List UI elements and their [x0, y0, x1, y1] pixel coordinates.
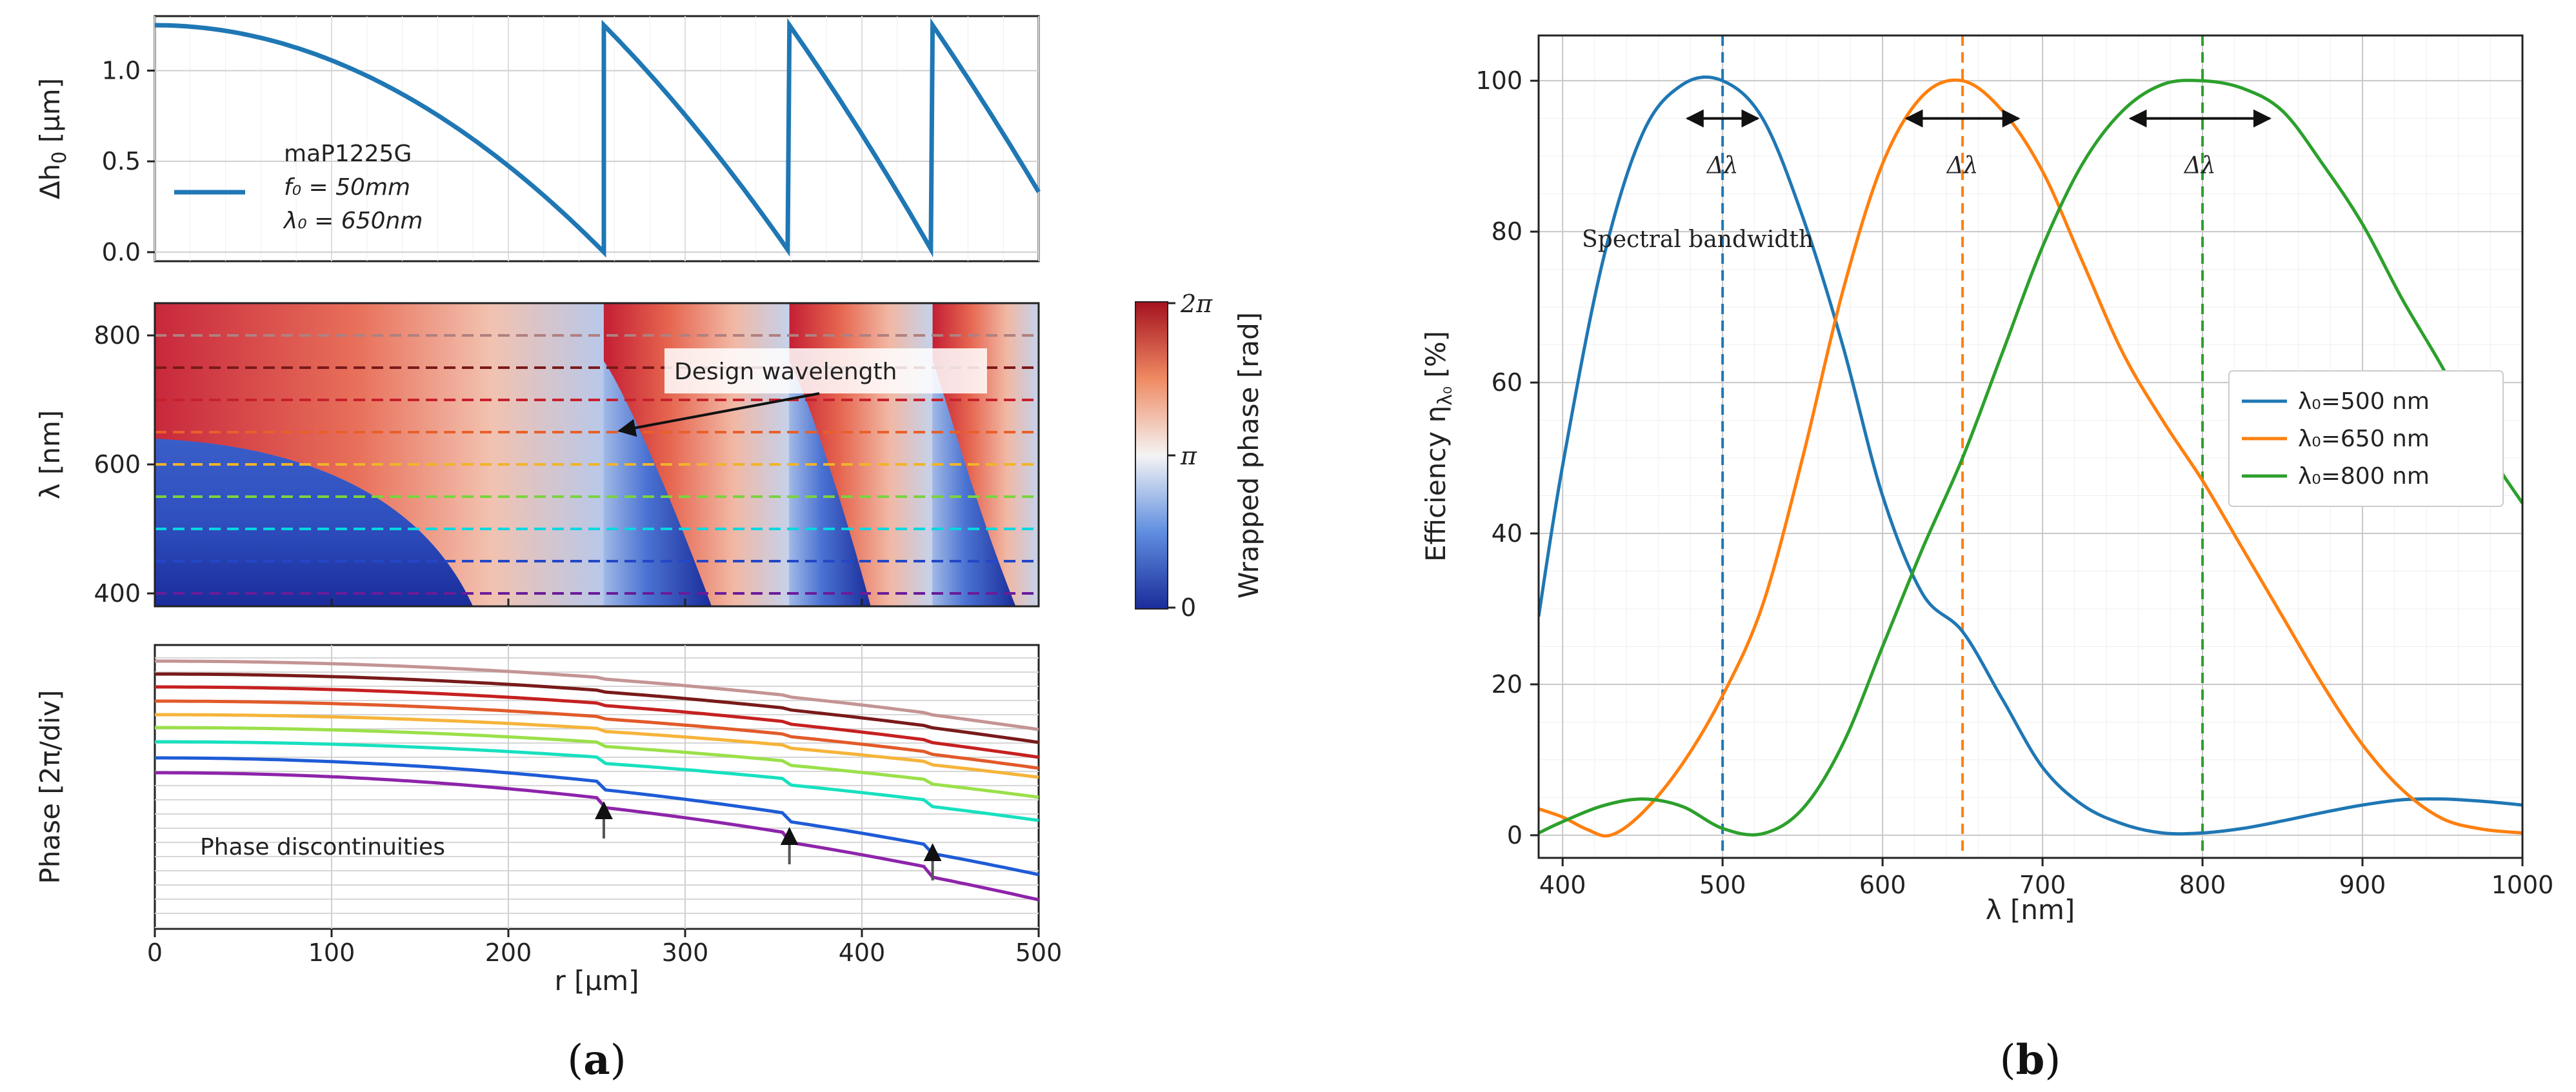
annotation-arrow	[617, 392, 820, 437]
x-tick-label: 900	[2339, 871, 2386, 899]
plot-frame	[154, 302, 1040, 608]
x-tick-label: 300	[662, 938, 709, 967]
phase-line-500-nm	[155, 740, 1039, 822]
x-tick-label: 1000	[2491, 871, 2554, 899]
phase-line-650-nm	[155, 699, 1039, 770]
mid-ylabel: λ [nm]	[34, 410, 66, 500]
phase-line-600-nm	[155, 713, 1039, 779]
bottom-xlabel: r [µm]	[554, 965, 639, 997]
delta-lambda-label: Δλ	[1946, 153, 1979, 179]
panel-a-label: (a)	[567, 1036, 626, 1084]
x-tick-label: 500	[1015, 938, 1063, 967]
phase-curves	[155, 659, 1039, 902]
efficiency-line-0800	[1539, 79, 2522, 837]
panel-a-height-plot: 0.0 0.5 1.0 Δh0 [µm] maP1225G f₀ = 50mm λ₀…	[34, 15, 1041, 266]
panel-b-label: (b)	[2000, 1036, 2061, 1084]
phase-line-450-nm	[155, 756, 1039, 877]
legend-650: λ₀=650 nm	[2298, 426, 2430, 452]
colorbar-tick-2pi: 2π	[1180, 290, 1213, 318]
colorbar	[1135, 301, 1168, 610]
x-tick-label: 400	[839, 938, 886, 967]
bandwidth-arrows: Δλ Δλ Δλ	[1685, 109, 2272, 179]
design-wavelength-annotation: Design wavelength	[674, 359, 897, 385]
phase-discontinuities-annotation: Phase discontinuities	[200, 834, 445, 860]
design-wavelength-lines	[1721, 35, 2204, 858]
legend: λ₀=500 nm λ₀=650 nm λ₀=800 nm	[2228, 370, 2504, 507]
plot-frame	[154, 15, 1040, 263]
delta-lambda-label: Δλ	[2183, 153, 2216, 179]
legend-500: λ₀=500 nm	[2298, 388, 2430, 415]
x-ticks: 0 100 200 300 400 500	[147, 929, 1062, 967]
b-ylabel: Efficiency ηλ₀ [%]	[1420, 331, 1457, 562]
y-tick-label: 1.0	[102, 56, 141, 84]
delta-lambda-label: Δλ	[1706, 153, 1739, 179]
y-tick-label: 0.5	[102, 147, 141, 175]
phase-line-700-nm	[155, 685, 1039, 759]
y-tick-label: 60	[1492, 368, 1523, 397]
y-tick-label: 600	[94, 450, 141, 479]
y-tick-label: 20	[1492, 670, 1523, 699]
colorbar-tick-0: 0	[1181, 593, 1196, 622]
legend-wavelength: λ₀ = 650nm	[283, 208, 423, 234]
phase-line-550-nm	[155, 726, 1039, 799]
x-tick-label: 700	[2019, 871, 2066, 899]
bottom-ylabel: Phase [2π/div]	[34, 690, 66, 884]
top-ylabel: Δh0 [µm]	[34, 78, 71, 199]
y-tick-label: 0.0	[102, 238, 141, 266]
legend-box	[2228, 370, 2504, 507]
panel-a-phase-lines: Phase [2π/div] Phase discontinuities 0 10…	[34, 644, 1062, 997]
phase-zone-red	[155, 303, 604, 606]
y-tick-label: 40	[1492, 519, 1523, 548]
y-ticks: 0.0 0.5 1.0	[102, 56, 155, 266]
x-tick-label: 100	[308, 938, 355, 967]
colorbar-label: Wrapped phase [rad]	[1233, 312, 1264, 599]
y-tick-label: 400	[94, 579, 141, 608]
x-tick-label: 0	[147, 938, 163, 967]
plot-frame	[154, 644, 1040, 930]
phase-line-400-nm	[155, 771, 1039, 902]
spectral-bandwidth-annotation: Spectral bandwidth	[1582, 226, 1813, 253]
phase-zone-blue	[155, 439, 474, 606]
legend-material: maP1225G	[284, 141, 412, 167]
x-tick-label: 200	[485, 938, 532, 967]
discontinuity-arrows	[594, 801, 942, 880]
y-tick-label: 0	[1507, 821, 1523, 849]
y-tick-label: 800	[94, 321, 141, 350]
x-tick-label: 600	[1859, 871, 1906, 899]
height-profile-line	[155, 17, 1041, 258]
plot-frame	[1537, 34, 2524, 859]
grid	[154, 16, 1039, 261]
y-ticks: 400 600 800	[94, 321, 863, 608]
y-tick-label: 80	[1492, 217, 1523, 246]
y-tick-label: 100	[1475, 66, 1523, 95]
colorbar-tick-pi: π	[1180, 442, 1197, 470]
x-tick-label: 800	[2179, 871, 2226, 899]
axis-ticks: 400 500 600 700 800 900 1000 0 20 40 60 80 100	[1475, 66, 2553, 899]
legend: maP1225G f₀ = 50mm λ₀ = 650nm	[174, 141, 423, 234]
legend-focal: f₀ = 50mm	[284, 174, 410, 201]
b-xlabel: λ [nm]	[1986, 894, 2075, 926]
phase-line-800-nm	[155, 659, 1039, 731]
annotation-box	[664, 348, 987, 393]
efficiency-line-0500	[1539, 75, 2522, 836]
x-tick-label: 500	[1699, 871, 1746, 899]
x-tick-label: 400	[1539, 871, 1586, 899]
phase-line-750-nm	[155, 672, 1039, 744]
legend-800: λ₀=800 nm	[2298, 463, 2430, 490]
wavelength-dashed-lines	[155, 334, 1039, 595]
